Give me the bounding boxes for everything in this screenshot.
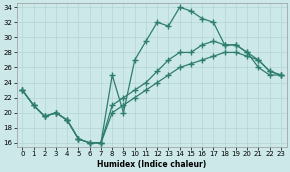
X-axis label: Humidex (Indice chaleur): Humidex (Indice chaleur) — [97, 159, 206, 169]
